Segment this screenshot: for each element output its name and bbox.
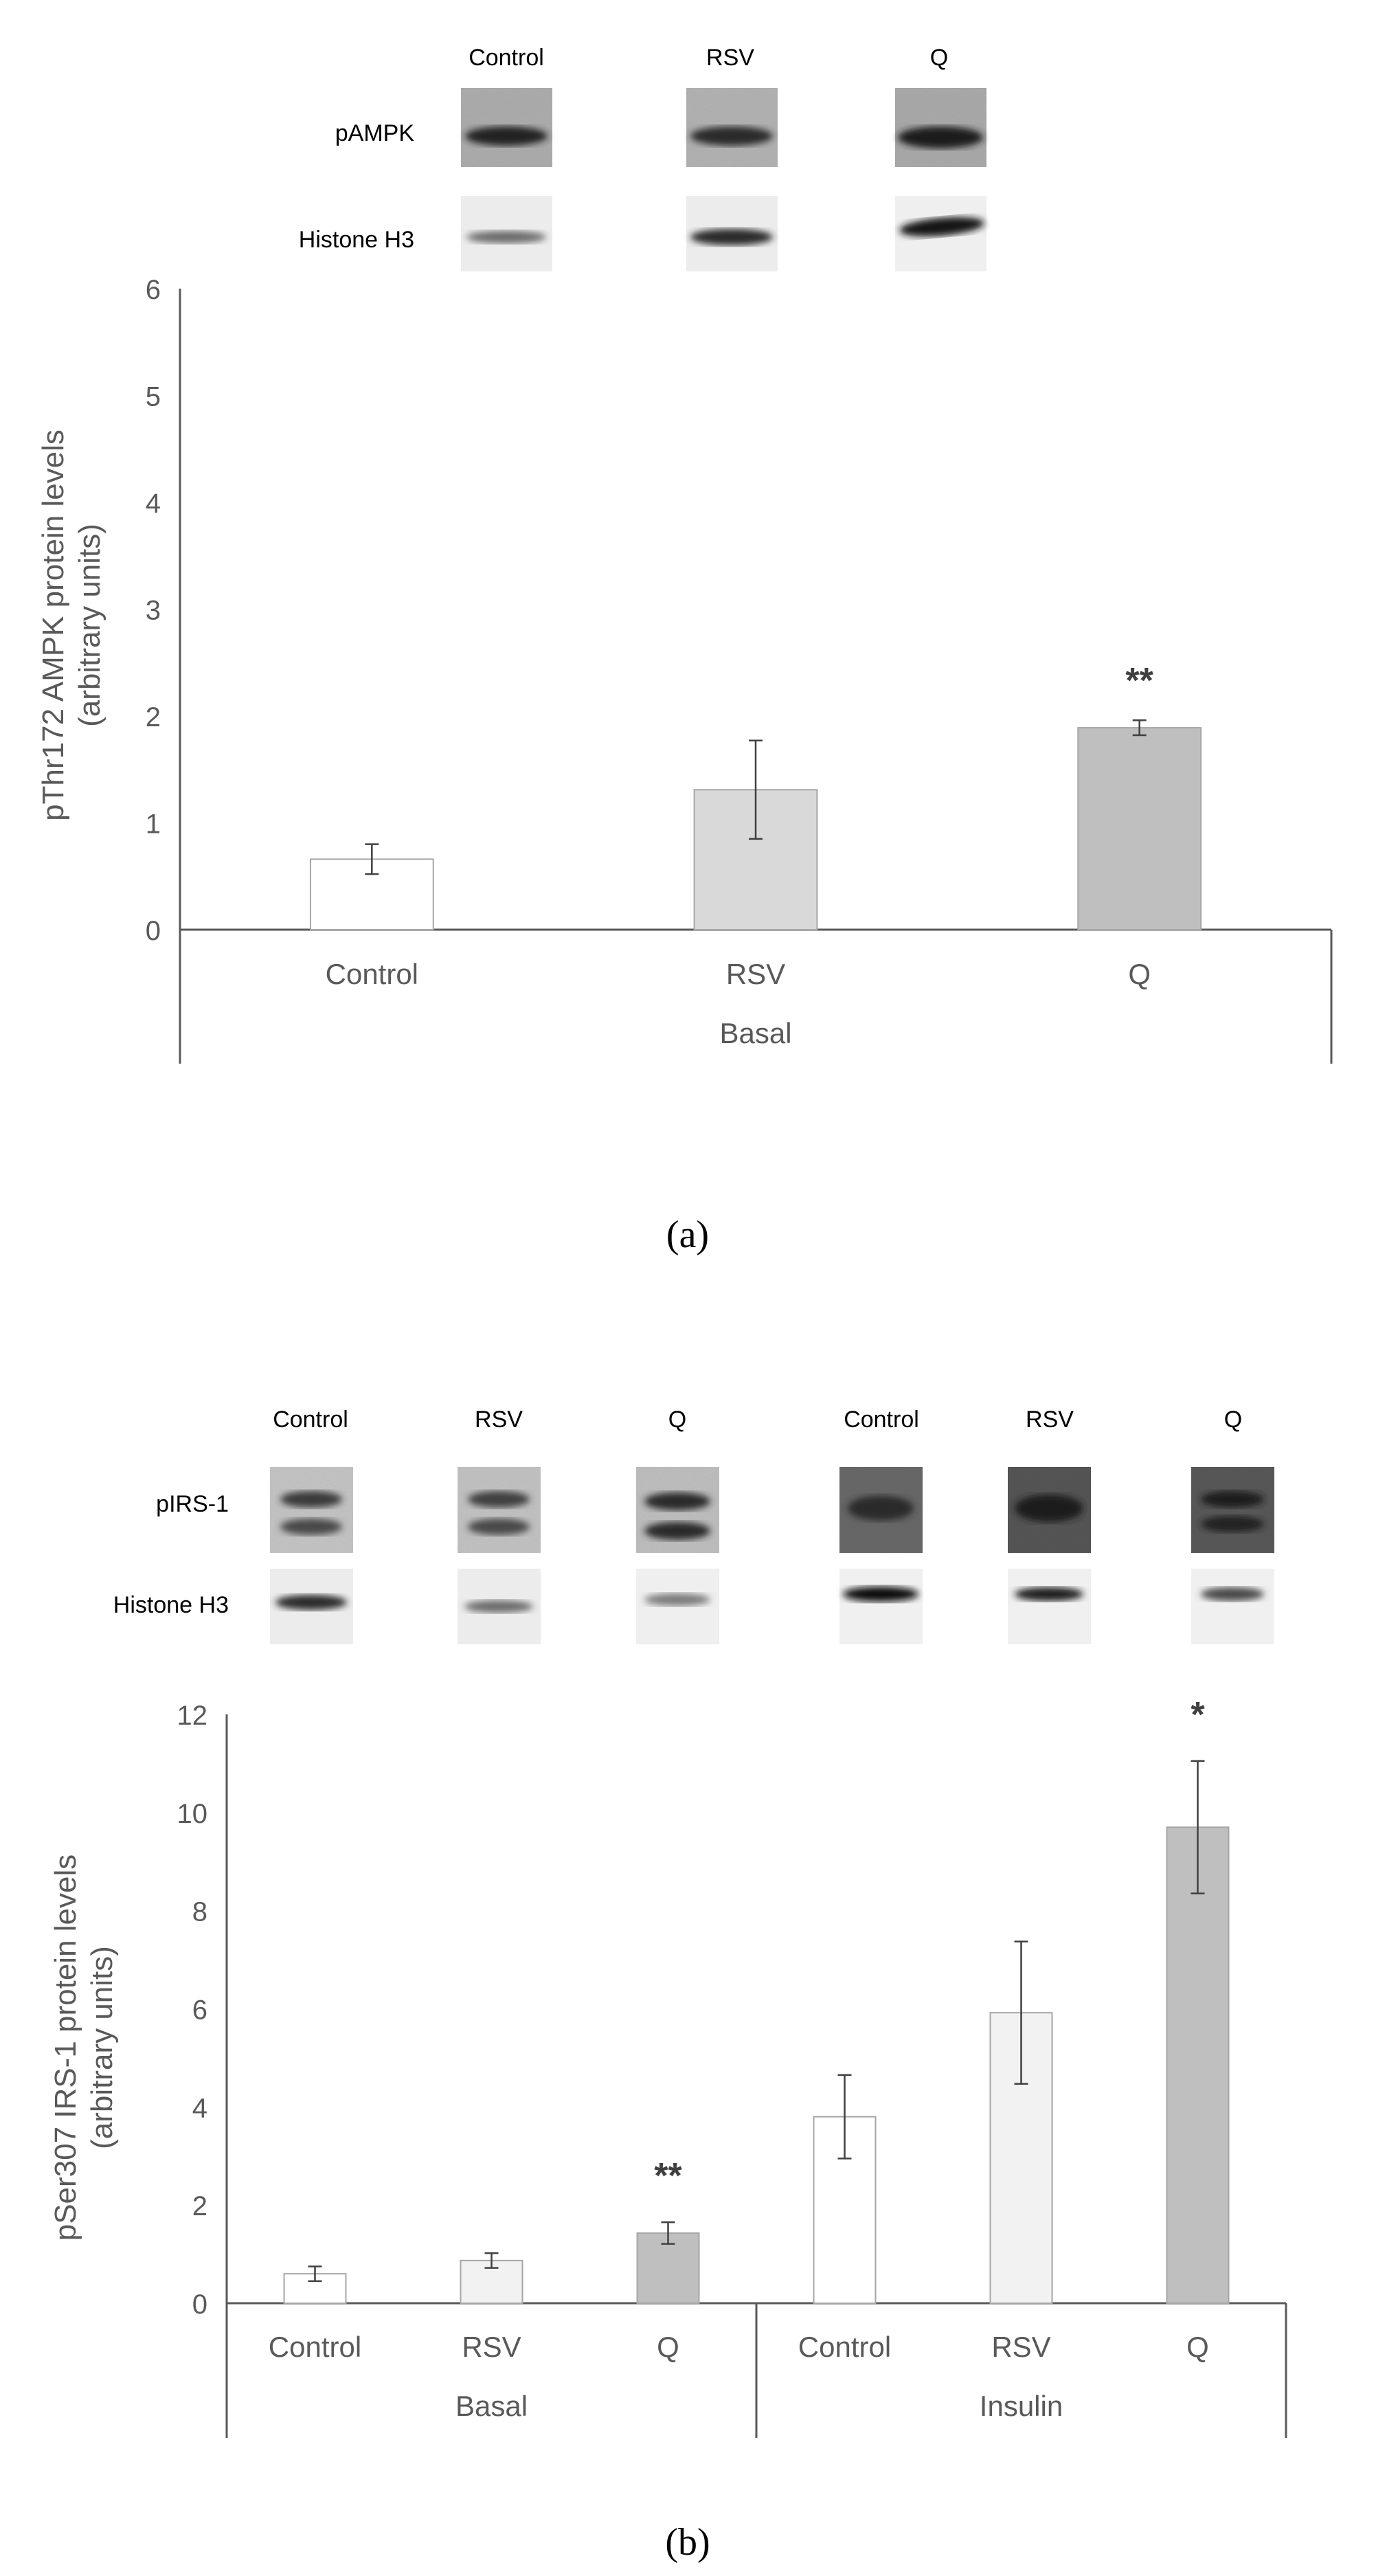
blot-b-histone-q-basal <box>636 1569 719 1644</box>
blot-a-histone-rsv <box>686 196 778 271</box>
y-tick-label: 4 <box>146 489 161 519</box>
blot-b-pirs1-q-insulin <box>1191 1467 1274 1553</box>
blot-b-histone-control-basal <box>270 1569 353 1644</box>
y-tick-label: 5 <box>146 382 161 412</box>
blot-b-pirs1-rsv-insulin <box>1008 1467 1091 1553</box>
y-tick-label: 8 <box>192 1897 207 1927</box>
blot-b-lane-q-insulin: Q <box>1224 1407 1242 1433</box>
blot-a-pampk-rsv <box>686 88 778 167</box>
blot-b-histone-rsv-basal <box>458 1569 541 1644</box>
y-tick-label: 3 <box>146 596 161 626</box>
blot-b-lane-rsv-basal: RSV <box>475 1407 523 1433</box>
panel-b-caption: (b) <box>665 2521 710 2564</box>
y-tick-label: 6 <box>192 1995 207 2026</box>
blot-b-lane-control-basal: Control <box>273 1407 348 1433</box>
blot-b-histone-rsv-insulin <box>1008 1569 1091 1644</box>
y-tick-label: 1 <box>146 809 161 840</box>
y-tick-label: 10 <box>177 1799 208 1829</box>
x-category-label: Control <box>326 958 418 990</box>
blot-b-lane-rsv-insulin: RSV <box>1026 1407 1074 1433</box>
blot-b-pirs1-rsv-basal <box>458 1467 541 1553</box>
blot-b-pirs1-q-basal <box>636 1467 719 1553</box>
y-tick-label: 0 <box>146 916 161 946</box>
x-category-label: Q <box>1186 2331 1209 2363</box>
panel-b-blot: Control RSV Q Control RSV Q pIRS-1 Histo… <box>113 1407 1274 1644</box>
chart-b-ylabel-line2: (arbitrary units) <box>85 1946 119 2149</box>
blot-b-histone-control-insulin <box>839 1569 923 1644</box>
y-tick-label: 4 <box>192 2093 207 2123</box>
chart-b-ylabel-line1: pSer307 IRS-1 protein levels <box>49 1855 82 2241</box>
chart-b: pSer307 IRS-1 protein levels (arbitrary … <box>49 1695 1287 2438</box>
significance-marker: * <box>1191 1695 1205 1735</box>
significance-marker: ** <box>654 2156 682 2196</box>
blot-a-histone-control <box>461 196 552 271</box>
x-category-label: Q <box>1128 958 1151 990</box>
chart-a: pThr172 AMPK protein levels (arbitrary u… <box>36 275 1333 1064</box>
blot-a-lane-rsv: RSV <box>706 45 754 71</box>
y-tick-label: 12 <box>177 1701 208 1731</box>
blot-b-lane-q-basal: Q <box>668 1407 686 1433</box>
blot-b-pirs1-control-insulin <box>839 1467 923 1553</box>
y-tick-label: 2 <box>192 2191 207 2221</box>
chart-a-ylabel-line2: (arbitrary units) <box>73 524 106 727</box>
x-category-label: RSV <box>991 2331 1050 2363</box>
chart-a-ylabel-line1: pThr172 AMPK protein levels <box>36 429 70 821</box>
x-group-label: Basal <box>455 2390 528 2422</box>
blot-b-pirs1-control-basal <box>270 1467 353 1553</box>
bar-basal-q <box>636 2232 700 2305</box>
x-group-label: Insulin <box>980 2390 1063 2422</box>
panel-a-blot: Control RSV Q pAMPK Histone H3 <box>299 45 986 271</box>
y-tick-label: 0 <box>192 2289 207 2320</box>
x-category-label: Control <box>798 2331 891 2363</box>
y-tick-label: 6 <box>146 275 161 305</box>
blot-a-pampk-q <box>895 88 986 167</box>
blot-b-row-pirs1: pIRS-1 <box>156 1491 229 1517</box>
panel-a-caption: (a) <box>666 1213 709 1256</box>
blot-a-histone-q <box>895 196 986 271</box>
bar-basal-control <box>283 2273 347 2304</box>
x-category-label: RSV <box>726 958 785 990</box>
blot-a-row-pampk: pAMPK <box>335 120 415 146</box>
bar-basal-q <box>1077 727 1202 930</box>
x-category-label: Control <box>269 2331 361 2363</box>
x-category-label: Q <box>657 2331 679 2363</box>
blot-a-lane-q: Q <box>930 45 948 71</box>
x-category-label: RSV <box>462 2331 521 2363</box>
significance-marker: ** <box>1125 661 1153 701</box>
blot-a-pampk-control <box>461 88 552 167</box>
blot-a-lane-control: Control <box>469 45 544 71</box>
x-group-label: Basal <box>719 1017 791 1049</box>
blot-b-row-histone: Histone H3 <box>113 1592 229 1618</box>
bar-insulin-q <box>1166 1826 1230 2304</box>
y-tick-label: 2 <box>146 702 161 732</box>
blot-b-histone-q-insulin <box>1191 1569 1274 1644</box>
blot-b-lane-control-insulin: Control <box>844 1407 919 1433</box>
blot-a-row-histone: Histone H3 <box>299 227 414 253</box>
